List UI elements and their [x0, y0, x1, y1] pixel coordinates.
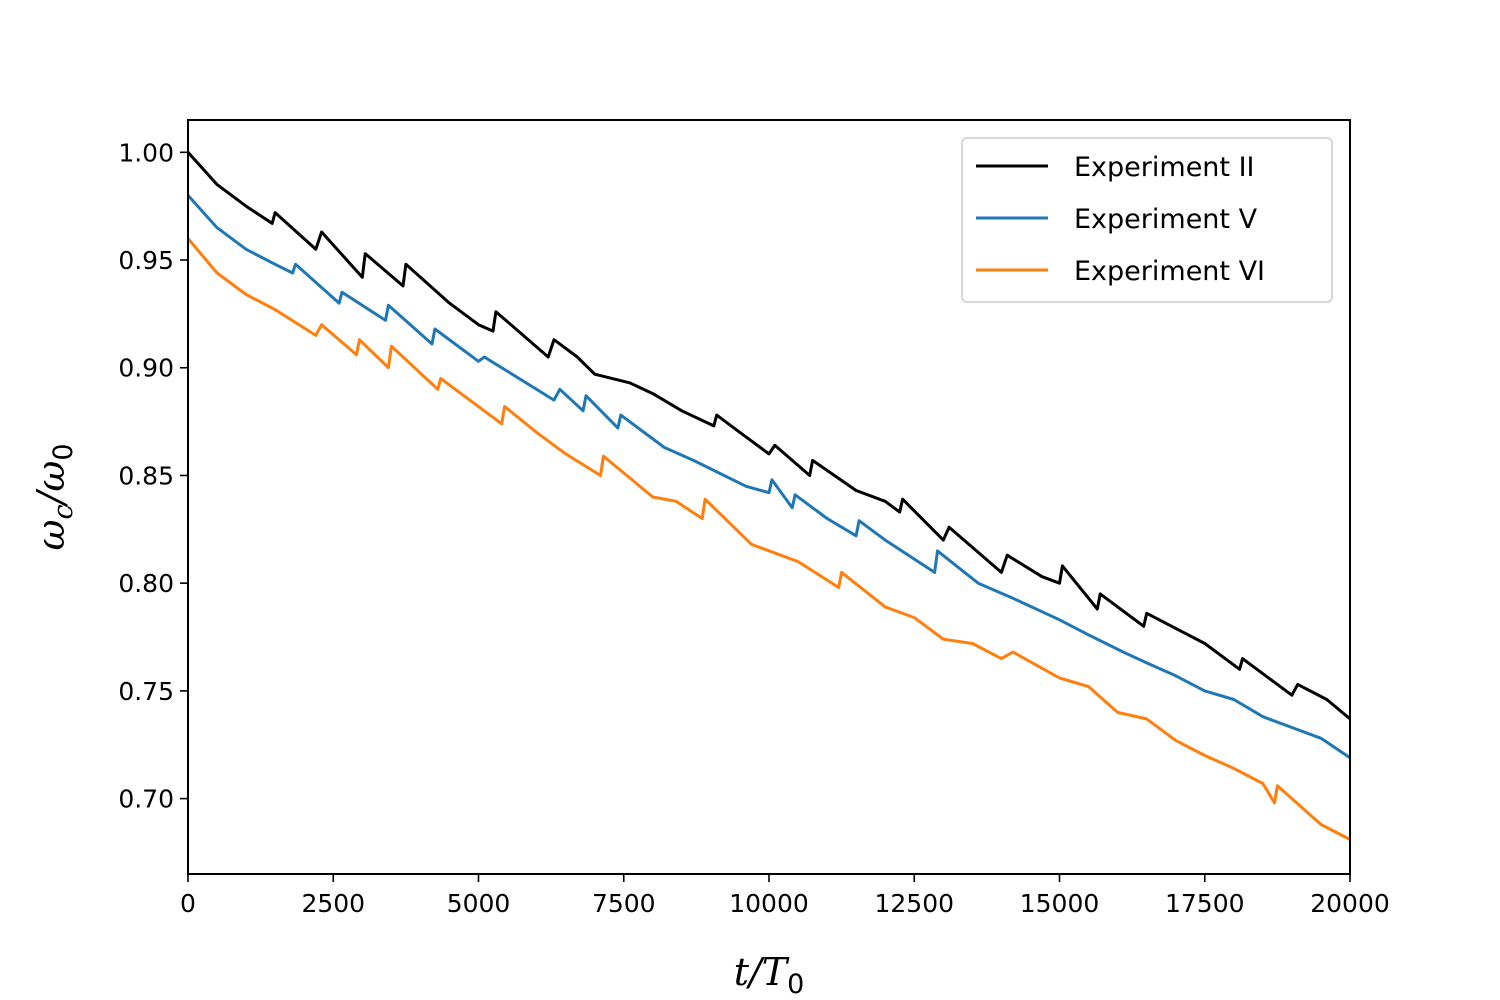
- y-axis-label: ωc/ω0: [29, 443, 79, 550]
- series-layer: [186, 151, 1351, 841]
- y-tick-label: 0.90: [118, 354, 174, 383]
- y-axis-label-sub1: c: [48, 504, 79, 519]
- x-tick-label: 7500: [592, 889, 656, 918]
- y-tick-label: 0.85: [118, 461, 174, 490]
- y-axis-ticks: 0.70 0.75 0.80 0.85 0.90 0.95 1.00: [118, 138, 188, 814]
- x-tick-label: 15000: [1020, 889, 1100, 918]
- y-tick-label: 0.95: [118, 246, 174, 275]
- y-axis-label-main: ω: [29, 520, 73, 551]
- y-tick-label: 0.75: [118, 677, 174, 706]
- series-line-3: [186, 237, 1351, 841]
- y-tick-label: 0.70: [118, 785, 174, 814]
- legend-label-3: Experiment VI: [1074, 256, 1265, 287]
- x-tick-label: 10000: [729, 889, 809, 918]
- legend: Experiment II Experiment V Experiment VI: [961, 137, 1333, 303]
- series-line-2: [186, 194, 1351, 759]
- x-tick-label: 2500: [301, 889, 365, 918]
- x-tick-label: 0: [180, 889, 196, 918]
- legend-box: [961, 137, 1333, 303]
- y-tick-label: 1.00: [118, 138, 174, 167]
- y-axis-label-mid: /ω: [29, 461, 73, 509]
- x-axis-label: t/T0: [734, 950, 805, 1000]
- x-tick-label: 17500: [1165, 889, 1245, 918]
- x-axis-label-sub: 0: [787, 969, 804, 1000]
- x-tick-label: 20000: [1310, 889, 1390, 918]
- legend-label-1: Experiment II: [1074, 152, 1255, 183]
- x-tick-label: 12500: [874, 889, 954, 918]
- y-tick-label: 0.80: [118, 569, 174, 598]
- y-axis-label-sub2: 0: [48, 443, 79, 460]
- x-tick-label: 5000: [447, 889, 511, 918]
- series-line-1: [186, 151, 1351, 721]
- legend-label-2: Experiment V: [1074, 204, 1258, 235]
- x-axis-ticks: 0 2500 5000 7500 10000 12500 15000 17500 20000: [180, 874, 1390, 918]
- x-axis-label-main: t/T: [734, 950, 790, 994]
